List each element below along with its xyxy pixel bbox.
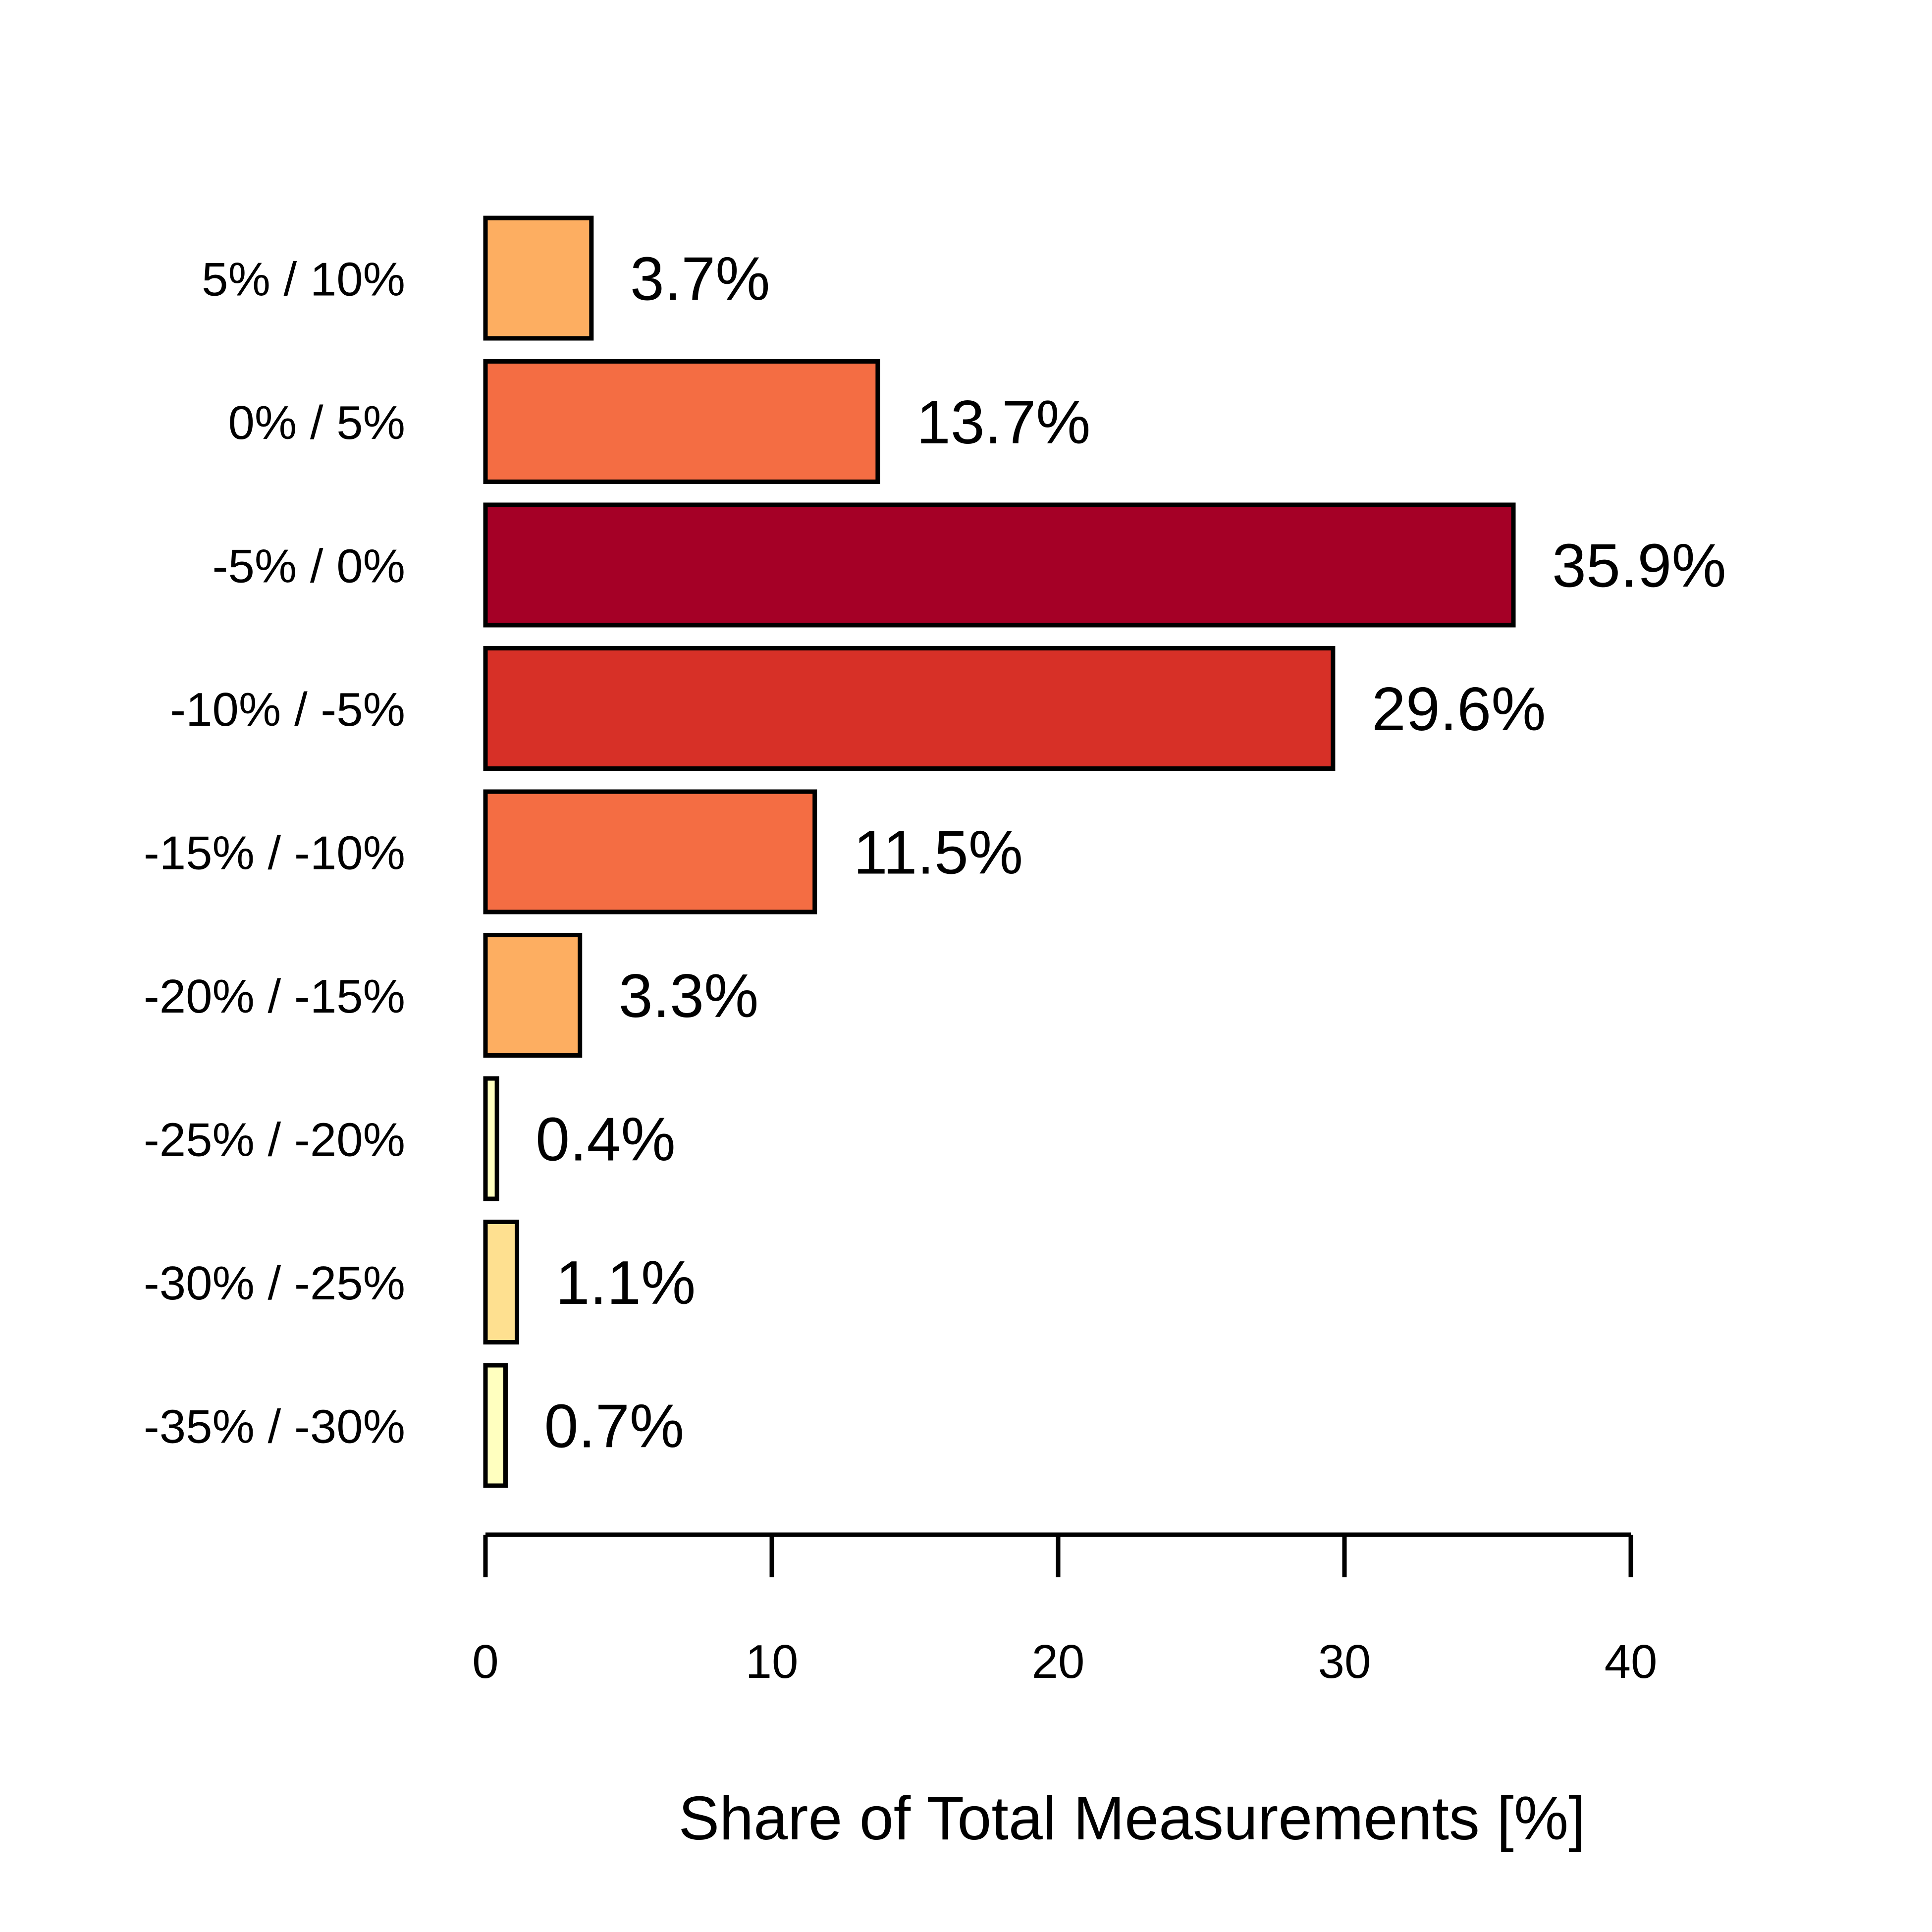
bar — [483, 1076, 499, 1201]
value-label: 0.7% — [544, 1393, 684, 1461]
bar — [483, 359, 880, 484]
x-tick-label: 10 — [746, 1635, 799, 1688]
value-labels: 3.7% 13.7% 35.9% 29.6% 11.5% 3.3% 0.4% 1.1% 0.7% — [536, 245, 1726, 1461]
bar — [483, 1363, 508, 1488]
value-label: 13.7% — [916, 388, 1091, 457]
x-tick-label: 20 — [1032, 1635, 1085, 1688]
x-axis-title: Share of Total Measurements [%] — [678, 1784, 1585, 1853]
value-label: 1.1% — [556, 1249, 696, 1317]
bars-layer — [483, 215, 1516, 1488]
bar — [483, 1220, 520, 1344]
value-label: 0.4% — [536, 1106, 676, 1174]
x-tick-label: 40 — [1605, 1635, 1658, 1688]
value-label: 3.3% — [619, 962, 759, 1030]
value-label: 29.6% — [1372, 675, 1546, 744]
bar — [483, 933, 583, 1058]
category-label: -35% / -30% — [144, 1400, 405, 1453]
value-label: 3.7% — [630, 245, 770, 314]
category-label: -30% / -25% — [144, 1257, 405, 1310]
category-label: 0% / 5% — [228, 396, 405, 449]
category-label: -10% / -5% — [170, 683, 405, 736]
category-label: -5% / 0% — [213, 540, 405, 593]
x-tick-label: 0 — [472, 1635, 498, 1688]
value-label: 11.5% — [854, 819, 1023, 887]
x-tick-label: 30 — [1318, 1635, 1371, 1688]
category-labels: 5% / 10% 0% / 5% -5% / 0% -10% / -5% -15% / … — [144, 253, 405, 1453]
x-axis: 0 10 20 30 40 — [472, 1532, 1658, 1688]
bar — [483, 789, 817, 914]
bar — [483, 502, 1516, 628]
category-label: -20% / -15% — [144, 970, 405, 1023]
bar — [483, 215, 594, 341]
category-label: -25% / -20% — [144, 1114, 405, 1167]
category-label: -15% / -10% — [144, 827, 405, 880]
category-label: 5% / 10% — [202, 253, 405, 306]
bar — [483, 646, 1336, 771]
value-label: 35.9% — [1552, 532, 1726, 600]
